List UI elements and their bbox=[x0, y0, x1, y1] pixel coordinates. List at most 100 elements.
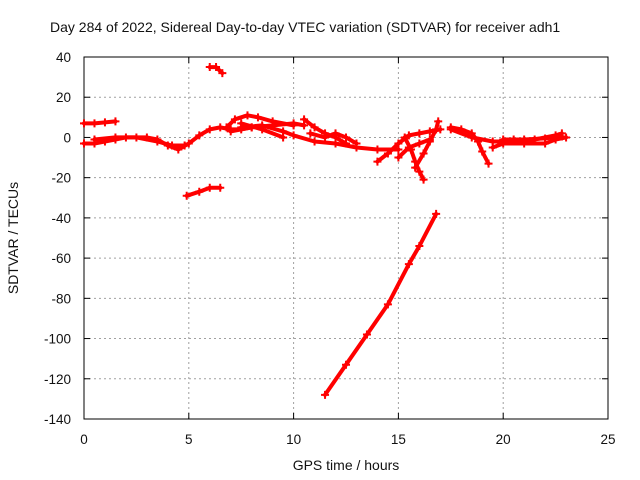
series-arc-p bbox=[411, 117, 443, 172]
data-point bbox=[488, 143, 497, 152]
data-point bbox=[168, 141, 177, 150]
data-point bbox=[499, 135, 508, 144]
data-point bbox=[373, 157, 382, 166]
series-layer bbox=[80, 63, 571, 399]
data-point bbox=[310, 137, 319, 146]
series-arc-k bbox=[306, 129, 361, 148]
data-point bbox=[352, 139, 361, 148]
data-point bbox=[425, 127, 434, 136]
data-point bbox=[212, 63, 221, 72]
data-point bbox=[383, 149, 392, 158]
data-point bbox=[411, 163, 420, 172]
data-point bbox=[415, 139, 424, 148]
y-tick-label: -40 bbox=[51, 211, 71, 226]
plot-frame bbox=[83, 56, 609, 420]
data-point bbox=[530, 135, 539, 144]
data-point bbox=[230, 115, 239, 124]
tick-layer: 0 5 10 15 20 25 40 20 0 -20 -40 -60 -80 -100 -120 -140 bbox=[44, 50, 616, 447]
data-point bbox=[300, 115, 309, 124]
series-line bbox=[396, 137, 432, 160]
data-point bbox=[205, 125, 214, 134]
y-tick-label: 20 bbox=[56, 90, 71, 105]
data-point bbox=[484, 159, 493, 168]
series-arc-a bbox=[80, 117, 120, 128]
data-point bbox=[446, 125, 455, 134]
data-point bbox=[406, 145, 415, 154]
data-point bbox=[237, 119, 246, 128]
data-point bbox=[331, 129, 340, 138]
data-point bbox=[432, 209, 441, 218]
data-point bbox=[111, 117, 120, 126]
data-point bbox=[415, 167, 424, 176]
data-point bbox=[425, 137, 434, 146]
series-line bbox=[82, 119, 118, 126]
data-point bbox=[268, 121, 277, 130]
y-tick-label: -140 bbox=[44, 412, 71, 427]
series-arc-u bbox=[509, 129, 566, 146]
data-point bbox=[362, 330, 371, 339]
data-point bbox=[419, 149, 428, 158]
data-point bbox=[557, 129, 566, 138]
y-tick-label: -120 bbox=[44, 372, 71, 387]
x-axis-label: GPS time / hours bbox=[293, 457, 400, 473]
data-point bbox=[218, 69, 227, 78]
chart-title: Day 284 of 2022, Sidereal Day-to-day VTE… bbox=[50, 19, 560, 35]
data-point bbox=[321, 390, 330, 399]
data-point bbox=[205, 183, 214, 192]
data-point bbox=[182, 191, 191, 200]
data-point bbox=[310, 123, 319, 132]
data-point bbox=[467, 133, 476, 142]
data-point bbox=[258, 125, 267, 134]
series-arc-e bbox=[182, 183, 225, 200]
data-point bbox=[100, 118, 109, 127]
data-point bbox=[551, 131, 560, 140]
series-arc-d bbox=[205, 63, 227, 78]
series-arc-l bbox=[321, 209, 441, 399]
y-tick-label: -100 bbox=[44, 332, 71, 347]
data-point bbox=[321, 133, 330, 142]
data-point bbox=[243, 111, 252, 120]
grid-layer bbox=[84, 57, 608, 419]
data-point bbox=[342, 360, 350, 369]
x-tick-label: 20 bbox=[496, 432, 511, 447]
data-point bbox=[180, 141, 189, 150]
x-tick-label: 0 bbox=[80, 432, 88, 447]
data-point bbox=[132, 133, 141, 142]
data-point bbox=[419, 175, 428, 184]
data-point bbox=[80, 119, 88, 128]
data-point bbox=[289, 131, 298, 140]
series-arc-c bbox=[90, 133, 189, 150]
data-point bbox=[226, 127, 235, 136]
data-point bbox=[383, 300, 392, 309]
data-point bbox=[253, 113, 262, 122]
data-point bbox=[184, 139, 193, 148]
data-point bbox=[195, 187, 204, 196]
data-point bbox=[195, 131, 204, 140]
data-point bbox=[90, 135, 99, 144]
y-tick-label: -20 bbox=[51, 171, 71, 186]
data-point bbox=[216, 183, 225, 192]
data-point bbox=[153, 137, 162, 146]
data-point bbox=[400, 133, 409, 142]
data-point bbox=[404, 260, 413, 269]
data-point bbox=[289, 119, 298, 128]
data-point bbox=[111, 133, 120, 142]
x-tick-label: 15 bbox=[391, 432, 406, 447]
data-point bbox=[279, 133, 288, 142]
data-point bbox=[306, 129, 315, 138]
y-tick-label: 0 bbox=[63, 130, 71, 145]
series-line bbox=[323, 211, 439, 397]
data-point bbox=[342, 133, 350, 142]
x-tick-label: 5 bbox=[185, 432, 193, 447]
x-tick-label: 10 bbox=[286, 432, 301, 447]
data-point bbox=[394, 139, 403, 148]
x-tick-label: 25 bbox=[600, 432, 615, 447]
data-point bbox=[373, 145, 382, 154]
data-point bbox=[434, 117, 443, 126]
series-line bbox=[184, 185, 223, 198]
y-tick-label: -80 bbox=[51, 291, 71, 306]
series-arc-i bbox=[237, 119, 288, 142]
data-point bbox=[432, 125, 441, 134]
data-point bbox=[415, 129, 424, 138]
